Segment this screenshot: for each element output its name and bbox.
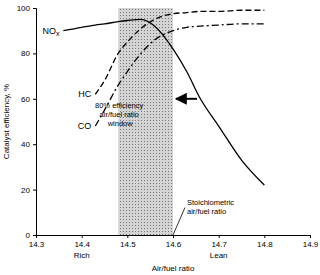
x-axis: 14.3 14.4 14.5 14.6 14.7 14.8 14.9 — [29, 235, 319, 249]
side-label: Rich — [74, 251, 90, 260]
tick: 14.5 — [120, 235, 136, 249]
tick: 14.7 — [211, 235, 227, 249]
window-label: 80% efficiency air/fuel ratio window — [95, 101, 145, 128]
axis-line — [37, 236, 311, 239]
tick: 80 — [21, 49, 36, 58]
tick-mark — [33, 53, 36, 54]
plot-area — [63, 8, 264, 235]
tick-mark — [82, 235, 83, 238]
series-label: CO — [78, 121, 92, 131]
y-axis-title: Catalyst efficiency, % — [2, 84, 11, 159]
tick-label: 14.7 — [211, 240, 227, 249]
axis-line — [33, 9, 37, 236]
series-label: NOx — [42, 26, 60, 37]
series-line — [63, 19, 264, 185]
tick: 14.4 — [74, 235, 90, 249]
tick-mark — [173, 235, 174, 238]
tick-mark — [33, 190, 36, 191]
tick-mark — [264, 235, 265, 238]
tick: 60 — [21, 95, 36, 104]
tick: 100 — [17, 4, 36, 13]
tick: 14.8 — [257, 235, 273, 249]
tick: 14.3 — [29, 235, 45, 249]
x-axis-title: Air/fuel ratio — [152, 264, 195, 273]
series-line — [95, 24, 264, 126]
tick-mark — [33, 144, 36, 145]
tick-label: 100 — [17, 4, 31, 13]
y-axis: 0 20 40 60 80 100 — [17, 4, 37, 240]
tick: 14.6 — [166, 235, 182, 249]
tick-mark — [127, 235, 128, 238]
tick-label: 14.9 — [303, 240, 319, 249]
leader-line — [173, 207, 185, 235]
tick-label: 14.4 — [74, 240, 90, 249]
tick-label: 14.8 — [257, 240, 273, 249]
tick: 40 — [21, 140, 36, 149]
tick-mark — [33, 8, 36, 9]
tick-label: 40 — [21, 140, 30, 149]
tick-label: 60 — [21, 95, 30, 104]
chart: NOx HC CO 14.3 14.4 14.5 14.6 14.7 14.8 14.9 0 20 40… — [0, 0, 320, 275]
tick-label: 14.6 — [166, 240, 182, 249]
tick-label: 14.3 — [29, 240, 45, 249]
tick-label: 80 — [21, 49, 30, 58]
tick-mark — [310, 235, 311, 238]
tick: 0 — [26, 231, 36, 240]
tick-label: 14.5 — [120, 240, 136, 249]
side-label: Lean — [210, 251, 228, 260]
tick-mark — [33, 99, 36, 100]
tick-label: 0 — [26, 231, 31, 240]
tick: 14.9 — [303, 235, 319, 249]
stoichiometric-label: Stoichiometric air/fuel ratio — [187, 198, 236, 216]
tick-mark — [33, 235, 36, 236]
window-arrow — [176, 98, 197, 100]
tick-label: 20 — [21, 186, 30, 195]
series-label: HC — [78, 89, 91, 99]
tick-mark — [219, 235, 220, 238]
tick: 20 — [21, 186, 36, 195]
